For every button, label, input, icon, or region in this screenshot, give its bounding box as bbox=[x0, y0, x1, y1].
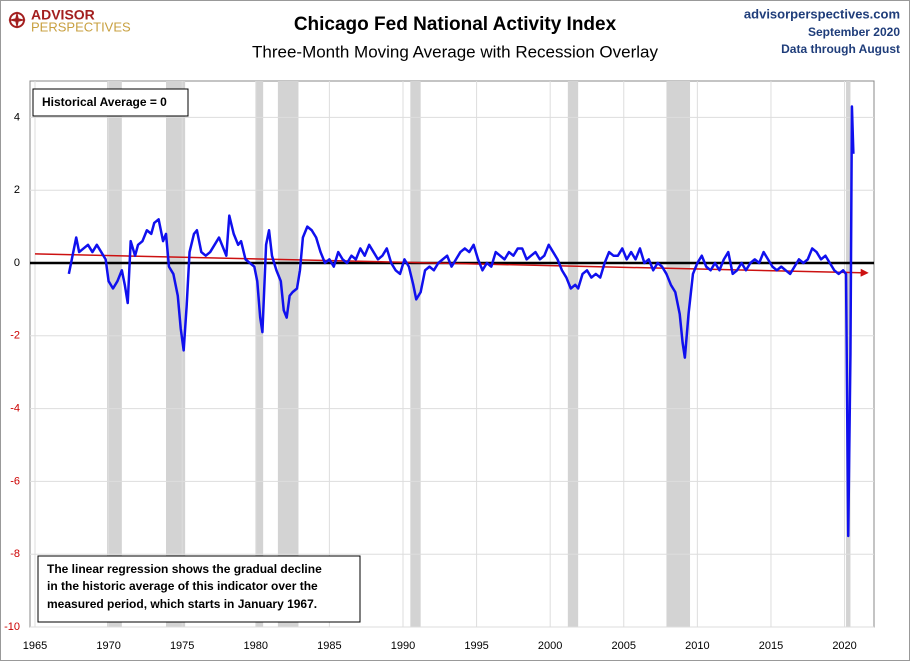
x-tick-label: 1980 bbox=[244, 640, 268, 652]
recession-band bbox=[255, 81, 264, 627]
logo-icon bbox=[8, 11, 26, 29]
x-tick-label: 2020 bbox=[832, 640, 856, 652]
y-tick-label: 0 bbox=[14, 257, 20, 269]
x-tick-label: 2000 bbox=[538, 640, 562, 652]
brand-name: ADVISOR bbox=[31, 7, 95, 23]
recession-band bbox=[666, 81, 691, 627]
recession-band bbox=[410, 81, 421, 627]
plot-background bbox=[29, 80, 875, 628]
x-tick-label: 1970 bbox=[96, 640, 120, 652]
chart-subtitle: Three-Month Moving Average with Recessio… bbox=[252, 42, 658, 61]
recession-band bbox=[166, 81, 186, 627]
x-tick-label: 2015 bbox=[759, 640, 783, 652]
y-tick-label: 2 bbox=[14, 184, 20, 196]
y-tick-label: -2 bbox=[10, 330, 20, 342]
y-tick-label: 4 bbox=[14, 111, 20, 123]
x-tick-label: 1995 bbox=[464, 640, 488, 652]
x-tick-label: 1965 bbox=[23, 640, 47, 652]
logo bbox=[8, 11, 26, 29]
recession-band bbox=[567, 81, 579, 627]
y-tick-label: -8 bbox=[10, 548, 20, 560]
annotation-box bbox=[32, 88, 189, 117]
annotation: measured period, which starts in January… bbox=[47, 597, 317, 611]
annotation: The linear regression shows the gradual … bbox=[47, 562, 322, 576]
annotation: Historical Average = 0 bbox=[42, 95, 167, 109]
annotations: Historical Average = 0 The linear regres… bbox=[32, 88, 361, 623]
x-tick-label: 1990 bbox=[391, 640, 415, 652]
plot-area: -10 -8 -6 -4 -2 0 2 4 1965 1970 1975 1980 1985 1990 19… bbox=[4, 80, 875, 652]
recession-band bbox=[107, 81, 122, 627]
x-tick-label: 1985 bbox=[317, 640, 341, 652]
source: advisorperspectives.com bbox=[744, 6, 900, 21]
date-note: September 2020 bbox=[808, 25, 900, 39]
y-tick-label: -6 bbox=[10, 475, 20, 487]
brand-name: PERSPECTIVES bbox=[31, 19, 131, 34]
date-note: Data through August bbox=[781, 42, 900, 56]
x-tick-label: 1975 bbox=[170, 640, 194, 652]
y-tick-label: -4 bbox=[10, 403, 20, 415]
recession-band bbox=[277, 81, 299, 627]
annotation-box bbox=[37, 555, 361, 623]
x-tick-label: 2005 bbox=[612, 640, 636, 652]
annotation: in the historic average of this indicato… bbox=[47, 579, 318, 593]
chart-title: Chicago Fed National Activity Index bbox=[294, 14, 617, 35]
x-tick-label: 2010 bbox=[685, 640, 709, 652]
data-line bbox=[67, 105, 855, 538]
y-tick-label: -10 bbox=[4, 621, 20, 633]
recession-band bbox=[846, 81, 851, 627]
